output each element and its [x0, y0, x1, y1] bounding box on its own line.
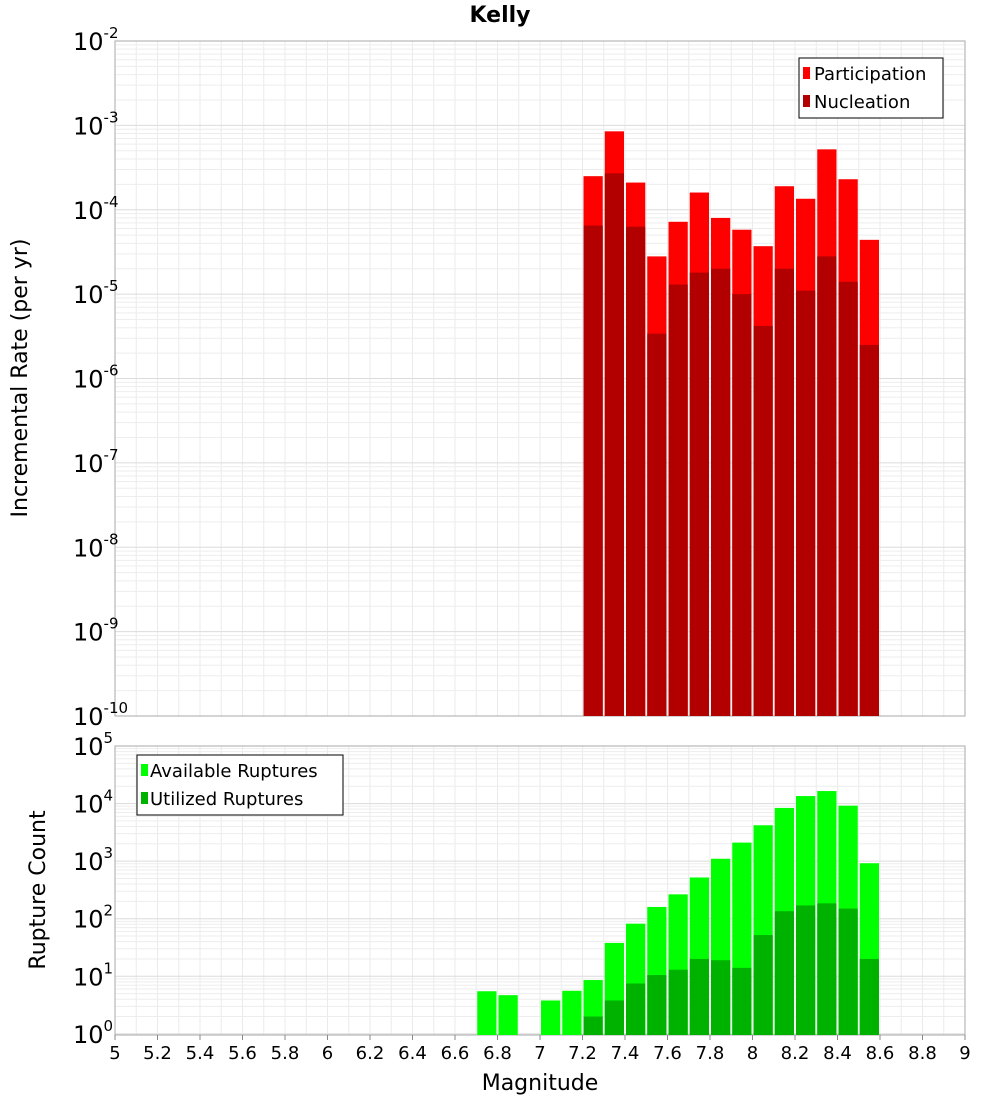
bar-count-utilized-ruptures	[604, 1000, 624, 1035]
y-tick-label: 10-10	[73, 699, 128, 731]
x-tick-label: 8.6	[866, 1043, 895, 1064]
bar-rate-nucleation	[668, 284, 688, 716]
x-tick-label: 7.4	[611, 1043, 640, 1064]
bar-count-utilized-ruptures	[817, 903, 837, 1035]
x-tick-label: 6.8	[483, 1043, 512, 1064]
bar-count-available-ruptures	[477, 991, 497, 1035]
x-tick-label: 6.4	[398, 1043, 427, 1064]
x-tick-label: 8.2	[781, 1043, 810, 1064]
bar-count-utilized-ruptures	[796, 905, 816, 1035]
x-axis-label: Magnitude	[482, 1071, 599, 1096]
bar-count-utilized-ruptures	[732, 967, 752, 1035]
x-tick-label: 5	[109, 1043, 120, 1064]
y-tick-label: 10-9	[73, 615, 119, 647]
bar-rate-nucleation	[604, 173, 624, 716]
bar-rate-nucleation	[796, 290, 816, 716]
x-tick-label: 5.8	[271, 1043, 300, 1064]
legend-swatch-participation	[803, 67, 810, 79]
x-tick-label: 8.4	[823, 1043, 852, 1064]
bar-count-utilized-ruptures	[647, 975, 667, 1035]
legend-swatch-nucleation	[803, 95, 810, 107]
bar-rate-nucleation	[689, 272, 709, 716]
y-tick-label: 104	[73, 787, 113, 819]
legend-count[interactable]: Available Ruptures Utilized Ruptures	[136, 754, 344, 816]
y-tick-label: 10-8	[73, 530, 119, 562]
x-tick-label: 6	[322, 1043, 333, 1064]
bar-count-available-ruptures	[562, 990, 582, 1035]
y-axis-label-count: Rupture Count	[26, 810, 51, 970]
x-tick-label: 8	[747, 1043, 758, 1064]
legend-box-rate	[798, 57, 944, 119]
bar-rate-nucleation	[732, 294, 752, 716]
y-tick-label: 10-7	[73, 446, 119, 478]
bar-rate-nucleation	[838, 281, 858, 716]
legend-label-available: Available Ruptures	[150, 761, 318, 782]
x-tick-label: 5.4	[186, 1043, 215, 1064]
x-tick-label: 7.6	[653, 1043, 682, 1064]
x-tick-label: 6.2	[356, 1043, 385, 1064]
y-tick-label: 10-3	[73, 108, 119, 140]
bar-rate-nucleation	[626, 226, 646, 716]
y-tick-label: 100	[73, 1017, 113, 1049]
x-tick-label: 7.8	[696, 1043, 725, 1064]
bar-count-utilized-ruptures	[668, 969, 688, 1035]
legend-rate[interactable]: Participation Nucleation	[798, 57, 944, 119]
y-tick-label: 103	[73, 844, 113, 876]
bar-count-utilized-ruptures	[859, 958, 879, 1035]
panel-rate: 10-10 10-9 10-8 10-7 10-6 10-5 10-4 10-3 10-2 In…	[8, 24, 966, 731]
bar-count-utilized-ruptures	[711, 960, 731, 1035]
legend-label-utilized: Utilized Ruptures	[150, 789, 303, 810]
bar-rate-nucleation	[753, 325, 773, 716]
x-tick-label: 9	[959, 1043, 970, 1064]
y-tick-label: 101	[73, 959, 113, 991]
x-tick-label: 7	[534, 1043, 545, 1064]
y-tick-label: 10-6	[73, 362, 119, 394]
y-tick-label: 105	[73, 729, 113, 761]
y-ticks-count: 100 101 102 103 104 105	[73, 729, 113, 1049]
x-tick-label: 7.2	[568, 1043, 597, 1064]
bar-count-utilized-ruptures	[583, 1016, 603, 1035]
x-tick-label: 8.8	[908, 1043, 937, 1064]
y-tick-label: 10-4	[73, 193, 119, 225]
y-tick-label: 10-2	[73, 24, 119, 56]
panel-count: 100 101 102 103 104 105 Rupture Count Availab…	[26, 729, 966, 1049]
bar-count-available-ruptures	[541, 1000, 561, 1035]
bar-rate-nucleation	[711, 268, 731, 716]
bar-count-utilized-ruptures	[626, 983, 646, 1035]
bar-count-utilized-ruptures	[689, 958, 709, 1035]
x-tick-label: 5.6	[228, 1043, 257, 1064]
x-ticks: 5 5.2 5.4 5.6 5.8 6 6.2 6.4 6.6 6.8 7 7.2 7.4 7.6 7.8 8…	[109, 1035, 971, 1064]
grid-count	[114, 746, 966, 1035]
chart-title: Kelly	[469, 3, 530, 28]
bar-rate-nucleation	[859, 344, 879, 716]
bars-count	[477, 791, 879, 1035]
y-ticks-rate: 10-10 10-9 10-8 10-7 10-6 10-5 10-4 10-3 10-2	[73, 24, 128, 731]
bar-rate-nucleation	[774, 268, 794, 716]
x-tick-label: 5.2	[143, 1043, 172, 1064]
x-tick-label: 6.6	[441, 1043, 470, 1064]
legend-label-participation: Participation	[814, 64, 926, 85]
legend-swatch-utilized	[141, 792, 148, 804]
legend-label-nucleation: Nucleation	[814, 92, 910, 113]
y-axis-label-rate: Incremental Rate (per yr)	[8, 239, 33, 518]
plot-frame-rate	[114, 40, 966, 717]
bar-rate-nucleation	[817, 256, 837, 716]
bar-count-utilized-ruptures	[838, 908, 858, 1035]
legend-swatch-available	[141, 764, 148, 776]
grid-rate	[114, 41, 966, 717]
bar-count-available-ruptures	[498, 995, 518, 1035]
y-tick-label: 10-5	[73, 277, 119, 309]
bar-rate-nucleation	[583, 225, 603, 716]
bar-rate-nucleation	[647, 333, 667, 716]
legend-box-count	[136, 754, 344, 816]
bars-rate	[583, 131, 879, 717]
bar-count-utilized-ruptures	[753, 935, 773, 1035]
bar-count-utilized-ruptures	[774, 911, 794, 1035]
y-tick-label: 102	[73, 902, 113, 934]
